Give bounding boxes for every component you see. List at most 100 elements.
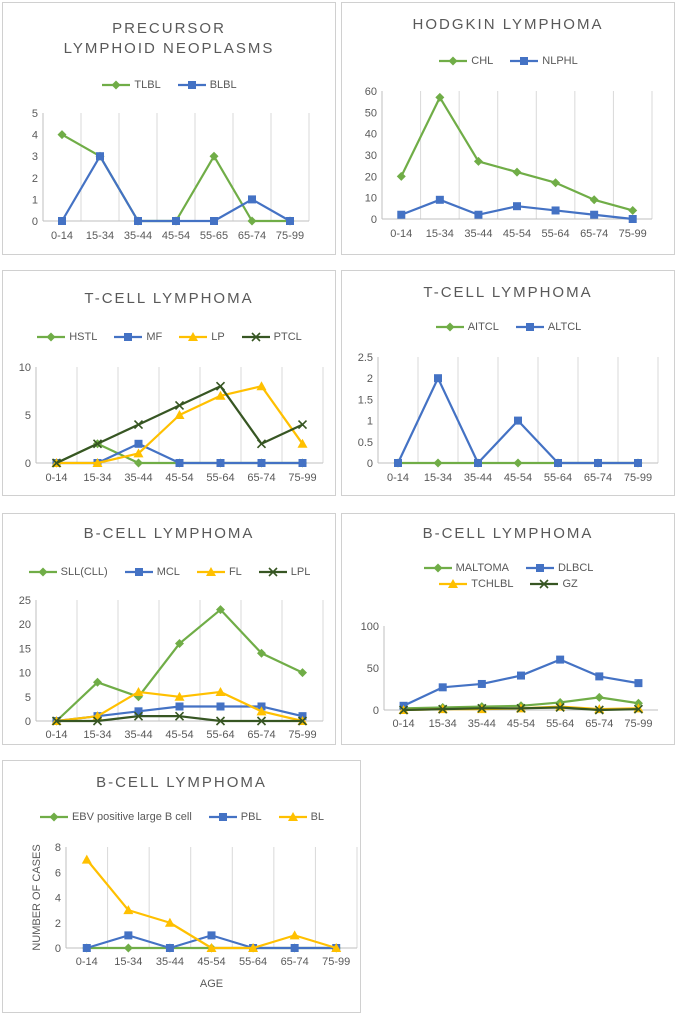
y-tick-label: 0 xyxy=(371,214,377,226)
data-point xyxy=(512,167,522,177)
y-tick-label: 10 xyxy=(19,362,31,374)
y-tick-label: 1 xyxy=(32,194,38,206)
x-tick-label: 35-44 xyxy=(124,230,152,242)
series-line xyxy=(61,155,291,223)
legend-marker xyxy=(539,579,550,589)
legend-swatch xyxy=(28,567,57,577)
data-point xyxy=(248,943,259,952)
x-tick-label: 45-54 xyxy=(197,956,225,968)
x-tick-label: 65-74 xyxy=(247,729,275,741)
legend-item: EBV positive large B cell xyxy=(39,809,192,825)
legend-marker xyxy=(188,332,199,341)
legend-marker xyxy=(520,57,529,65)
data-point xyxy=(174,711,185,721)
legend-swatch xyxy=(114,333,143,341)
data-point xyxy=(595,672,604,681)
data-point xyxy=(435,195,444,204)
y-tick-label: 20 xyxy=(365,171,377,183)
x-tick-label: 55-64 xyxy=(206,472,234,484)
x-tick-label: 45-54 xyxy=(503,228,531,240)
y-tick-label: 40 xyxy=(365,129,377,141)
data-point xyxy=(134,458,143,468)
legend-item: BL xyxy=(278,809,324,825)
data-point xyxy=(331,943,342,952)
data-point xyxy=(589,195,599,205)
chart-title: T-CELL LYMPHOMA xyxy=(84,290,254,307)
legend-marker xyxy=(268,567,278,577)
legend-item: CHL xyxy=(438,53,493,69)
y-tick-label: 30 xyxy=(365,150,377,162)
data-point xyxy=(594,459,602,467)
x-tick-label: 35-44 xyxy=(468,718,496,730)
series-tlbl xyxy=(57,130,295,226)
data-point xyxy=(554,459,562,467)
y-tick-label: 8 xyxy=(55,842,61,854)
chart-legend: EBV positive large B cell PBL BL xyxy=(3,809,360,825)
chart-title: PRECURSOR LYMPHOID NEOPLASMS xyxy=(63,20,275,57)
data-point xyxy=(397,210,406,219)
y-tick-label: 1.5 xyxy=(358,394,373,406)
legend-label: AITCL xyxy=(467,321,499,333)
data-point xyxy=(134,439,143,448)
y-tick-label: 50 xyxy=(365,107,377,119)
y-tick-label: 3 xyxy=(32,151,38,163)
legend-label: TCHLBL xyxy=(471,578,514,590)
y-tick-label: 25 xyxy=(19,595,31,607)
legend-swatch xyxy=(124,568,153,576)
chart-legend: CHL NLPHL xyxy=(342,53,674,69)
x-tick-label: 0-14 xyxy=(390,228,412,240)
legend-label: PTCL xyxy=(273,331,302,343)
data-point xyxy=(594,692,604,702)
series-gz xyxy=(399,702,643,715)
legend-label: BL xyxy=(310,811,325,823)
data-point xyxy=(207,931,216,940)
data-point xyxy=(215,390,226,400)
x-tick-label: 55-64 xyxy=(544,472,572,484)
data-point xyxy=(174,691,185,701)
chart-legend: HSTL MF LP PTCL xyxy=(3,329,335,345)
legend-marker xyxy=(251,332,261,342)
legend-marker xyxy=(445,322,455,332)
legend-marker xyxy=(111,80,121,90)
legend-swatch xyxy=(439,56,468,66)
x-tick-label: 45-54 xyxy=(504,472,532,484)
x-tick-label: 15-34 xyxy=(114,956,142,968)
data-point xyxy=(555,702,565,713)
x-tick-label: 0-14 xyxy=(76,956,98,968)
y-tick-label: 2 xyxy=(55,918,61,930)
x-tick-label: 75-99 xyxy=(624,472,652,484)
data-point xyxy=(399,705,409,715)
legend-item: PTCL xyxy=(241,329,302,345)
data-point xyxy=(51,458,62,468)
legend-swatch xyxy=(37,332,66,342)
data-point xyxy=(298,459,307,467)
chart-legend: MALTOMA DLBCL TCHLBL GZ xyxy=(342,560,674,592)
x-tick-label: 65-74 xyxy=(584,472,612,484)
legend-item: PBL xyxy=(208,809,262,825)
data-point xyxy=(256,706,267,716)
series-line xyxy=(61,133,290,223)
data-point xyxy=(257,459,266,467)
legend-label: TLBL xyxy=(134,79,161,91)
legend-label: FL xyxy=(228,566,242,578)
legend-label: BLBL xyxy=(209,79,237,91)
data-point xyxy=(435,92,445,102)
legend-label: LP xyxy=(211,331,225,343)
chart-legend: AITCL ALTCL xyxy=(342,319,674,335)
x-tick-label: 45-54 xyxy=(162,230,190,242)
data-point xyxy=(210,217,218,225)
legend-marker xyxy=(187,81,196,89)
data-point xyxy=(634,679,643,688)
legend-item: MF xyxy=(113,329,162,345)
x-tick-label: 0-14 xyxy=(393,718,415,730)
y-tick-label: 2 xyxy=(367,373,373,385)
legend-label: MCL xyxy=(156,566,180,578)
chart-plot: 0 0.5 1 1.5 2 2.5 0-14 15-34 35-44 45-54 55-64 65-7… xyxy=(358,352,659,484)
x-tick-label: 55-64 xyxy=(239,956,267,968)
data-point xyxy=(82,944,91,952)
legend-marker xyxy=(433,563,443,573)
x-tick-label: 15-34 xyxy=(83,729,111,741)
data-point xyxy=(172,217,180,225)
chart-legend: SLL(CLL) MCL FL LPL xyxy=(3,564,335,580)
y-tick-label: 50 xyxy=(367,663,379,675)
